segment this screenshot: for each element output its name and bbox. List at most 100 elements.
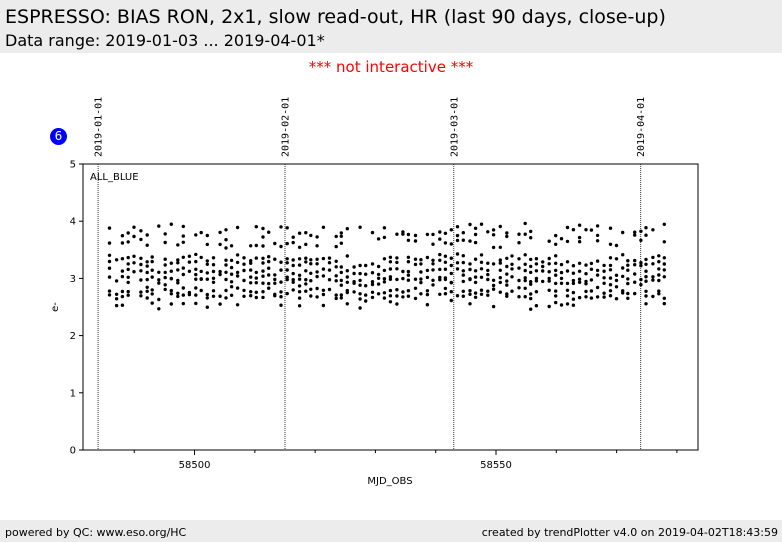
- data-point-295: [345, 227, 349, 231]
- data-point-458: [473, 291, 478, 295]
- data-point-353: [395, 267, 399, 271]
- data-point-495: [505, 279, 509, 283]
- data-point-668: [651, 255, 655, 260]
- data-point-265: [315, 295, 319, 299]
- data-point-656: [639, 283, 643, 287]
- data-point-634: [621, 274, 625, 279]
- data-point-402: [438, 252, 442, 257]
- data-point-299: [345, 280, 349, 284]
- data-point-410: [443, 254, 448, 258]
- data-point-231: [291, 280, 295, 284]
- data-point-483: [498, 245, 502, 249]
- data-point-658: [644, 233, 648, 237]
- data-point-515: [523, 268, 527, 273]
- data-point-384: [419, 280, 423, 285]
- data-point-467: [486, 230, 490, 234]
- data-point-431: [455, 267, 460, 271]
- data-point-648: [633, 272, 637, 276]
- data-point-678: [657, 289, 661, 293]
- data-point-150: [229, 258, 234, 263]
- data-point-683: [662, 262, 666, 266]
- data-point-376: [413, 262, 418, 267]
- data-point-249: [304, 282, 308, 286]
- data-point-375: [413, 257, 418, 261]
- data-point-404: [438, 267, 442, 272]
- data-point-106: [194, 267, 198, 271]
- data-point-134: [218, 230, 222, 235]
- panel-label: ALL_BLUE: [90, 172, 139, 183]
- data-point-549: [554, 233, 558, 238]
- x-tick-label-0: 58500: [179, 460, 211, 471]
- data-point-605: [595, 259, 600, 263]
- data-point-179: [254, 256, 258, 260]
- data-point-75: [169, 269, 173, 273]
- data-point-193: [261, 290, 265, 294]
- data-point-484: [498, 258, 502, 262]
- data-point-33: [132, 261, 136, 265]
- data-point-510: [517, 295, 521, 299]
- data-point-507: [517, 266, 521, 270]
- data-point-303: [352, 265, 356, 269]
- data-point-56: [150, 288, 154, 292]
- data-point-357: [395, 302, 399, 306]
- data-point-675: [657, 267, 661, 271]
- data-point-145: [224, 270, 228, 274]
- data-point-204: [273, 273, 277, 277]
- data-point-337: [382, 268, 387, 273]
- data-point-516: [523, 276, 527, 280]
- data-point-67: [163, 257, 167, 261]
- data-point-673: [657, 254, 661, 258]
- data-point-583: [577, 240, 582, 244]
- data-point-329: [376, 264, 381, 269]
- data-point-267: [321, 256, 326, 261]
- data-point-256: [309, 287, 313, 291]
- data-point-470: [486, 272, 490, 277]
- data-point-372: [406, 294, 411, 298]
- data-point-492: [505, 256, 509, 260]
- data-point-2: [107, 253, 112, 257]
- data-point-566: [565, 239, 570, 244]
- data-point-374: [413, 239, 418, 243]
- data-point-327: [370, 295, 375, 300]
- data-point-335: [382, 235, 387, 240]
- data-point-109: [194, 286, 198, 290]
- data-point-6: [107, 289, 112, 293]
- data-point-343: [388, 260, 393, 264]
- x-axis-label: MJD_OBS: [367, 476, 412, 487]
- data-point-21: [126, 231, 130, 235]
- data-point-462: [479, 260, 484, 264]
- data-point-474: [491, 228, 496, 232]
- data-point-94: [181, 272, 185, 277]
- data-point-450: [468, 302, 472, 306]
- data-point-396: [431, 262, 435, 266]
- data-point-395: [431, 258, 435, 262]
- data-point-650: [633, 291, 637, 296]
- data-point-128: [211, 263, 216, 267]
- data-point-369: [406, 273, 411, 277]
- data-point-632: [621, 253, 625, 257]
- y-tick-label-4: 4: [70, 217, 76, 228]
- data-point-433: [461, 231, 465, 235]
- data-point-334: [382, 226, 387, 230]
- data-point-456: [473, 275, 478, 279]
- data-point-217: [285, 226, 289, 230]
- data-point-241: [297, 296, 302, 300]
- data-point-556: [554, 289, 558, 293]
- data-point-538: [541, 264, 545, 269]
- data-point-168: [242, 294, 246, 298]
- data-point-412: [443, 267, 448, 271]
- data-point-100: [187, 269, 192, 273]
- data-point-545: [547, 276, 551, 281]
- data-point-227: [291, 258, 295, 262]
- data-point-99: [187, 260, 192, 264]
- data-point-540: [541, 279, 545, 284]
- data-point-54: [150, 268, 154, 272]
- data-point-224: [285, 291, 289, 296]
- data-point-643: [626, 296, 630, 300]
- data-point-182: [254, 281, 258, 285]
- data-point-356: [395, 294, 399, 298]
- data-point-365: [406, 238, 411, 242]
- data-point-505: [517, 241, 521, 245]
- data-point-316: [364, 263, 368, 268]
- data-point-403: [438, 258, 442, 262]
